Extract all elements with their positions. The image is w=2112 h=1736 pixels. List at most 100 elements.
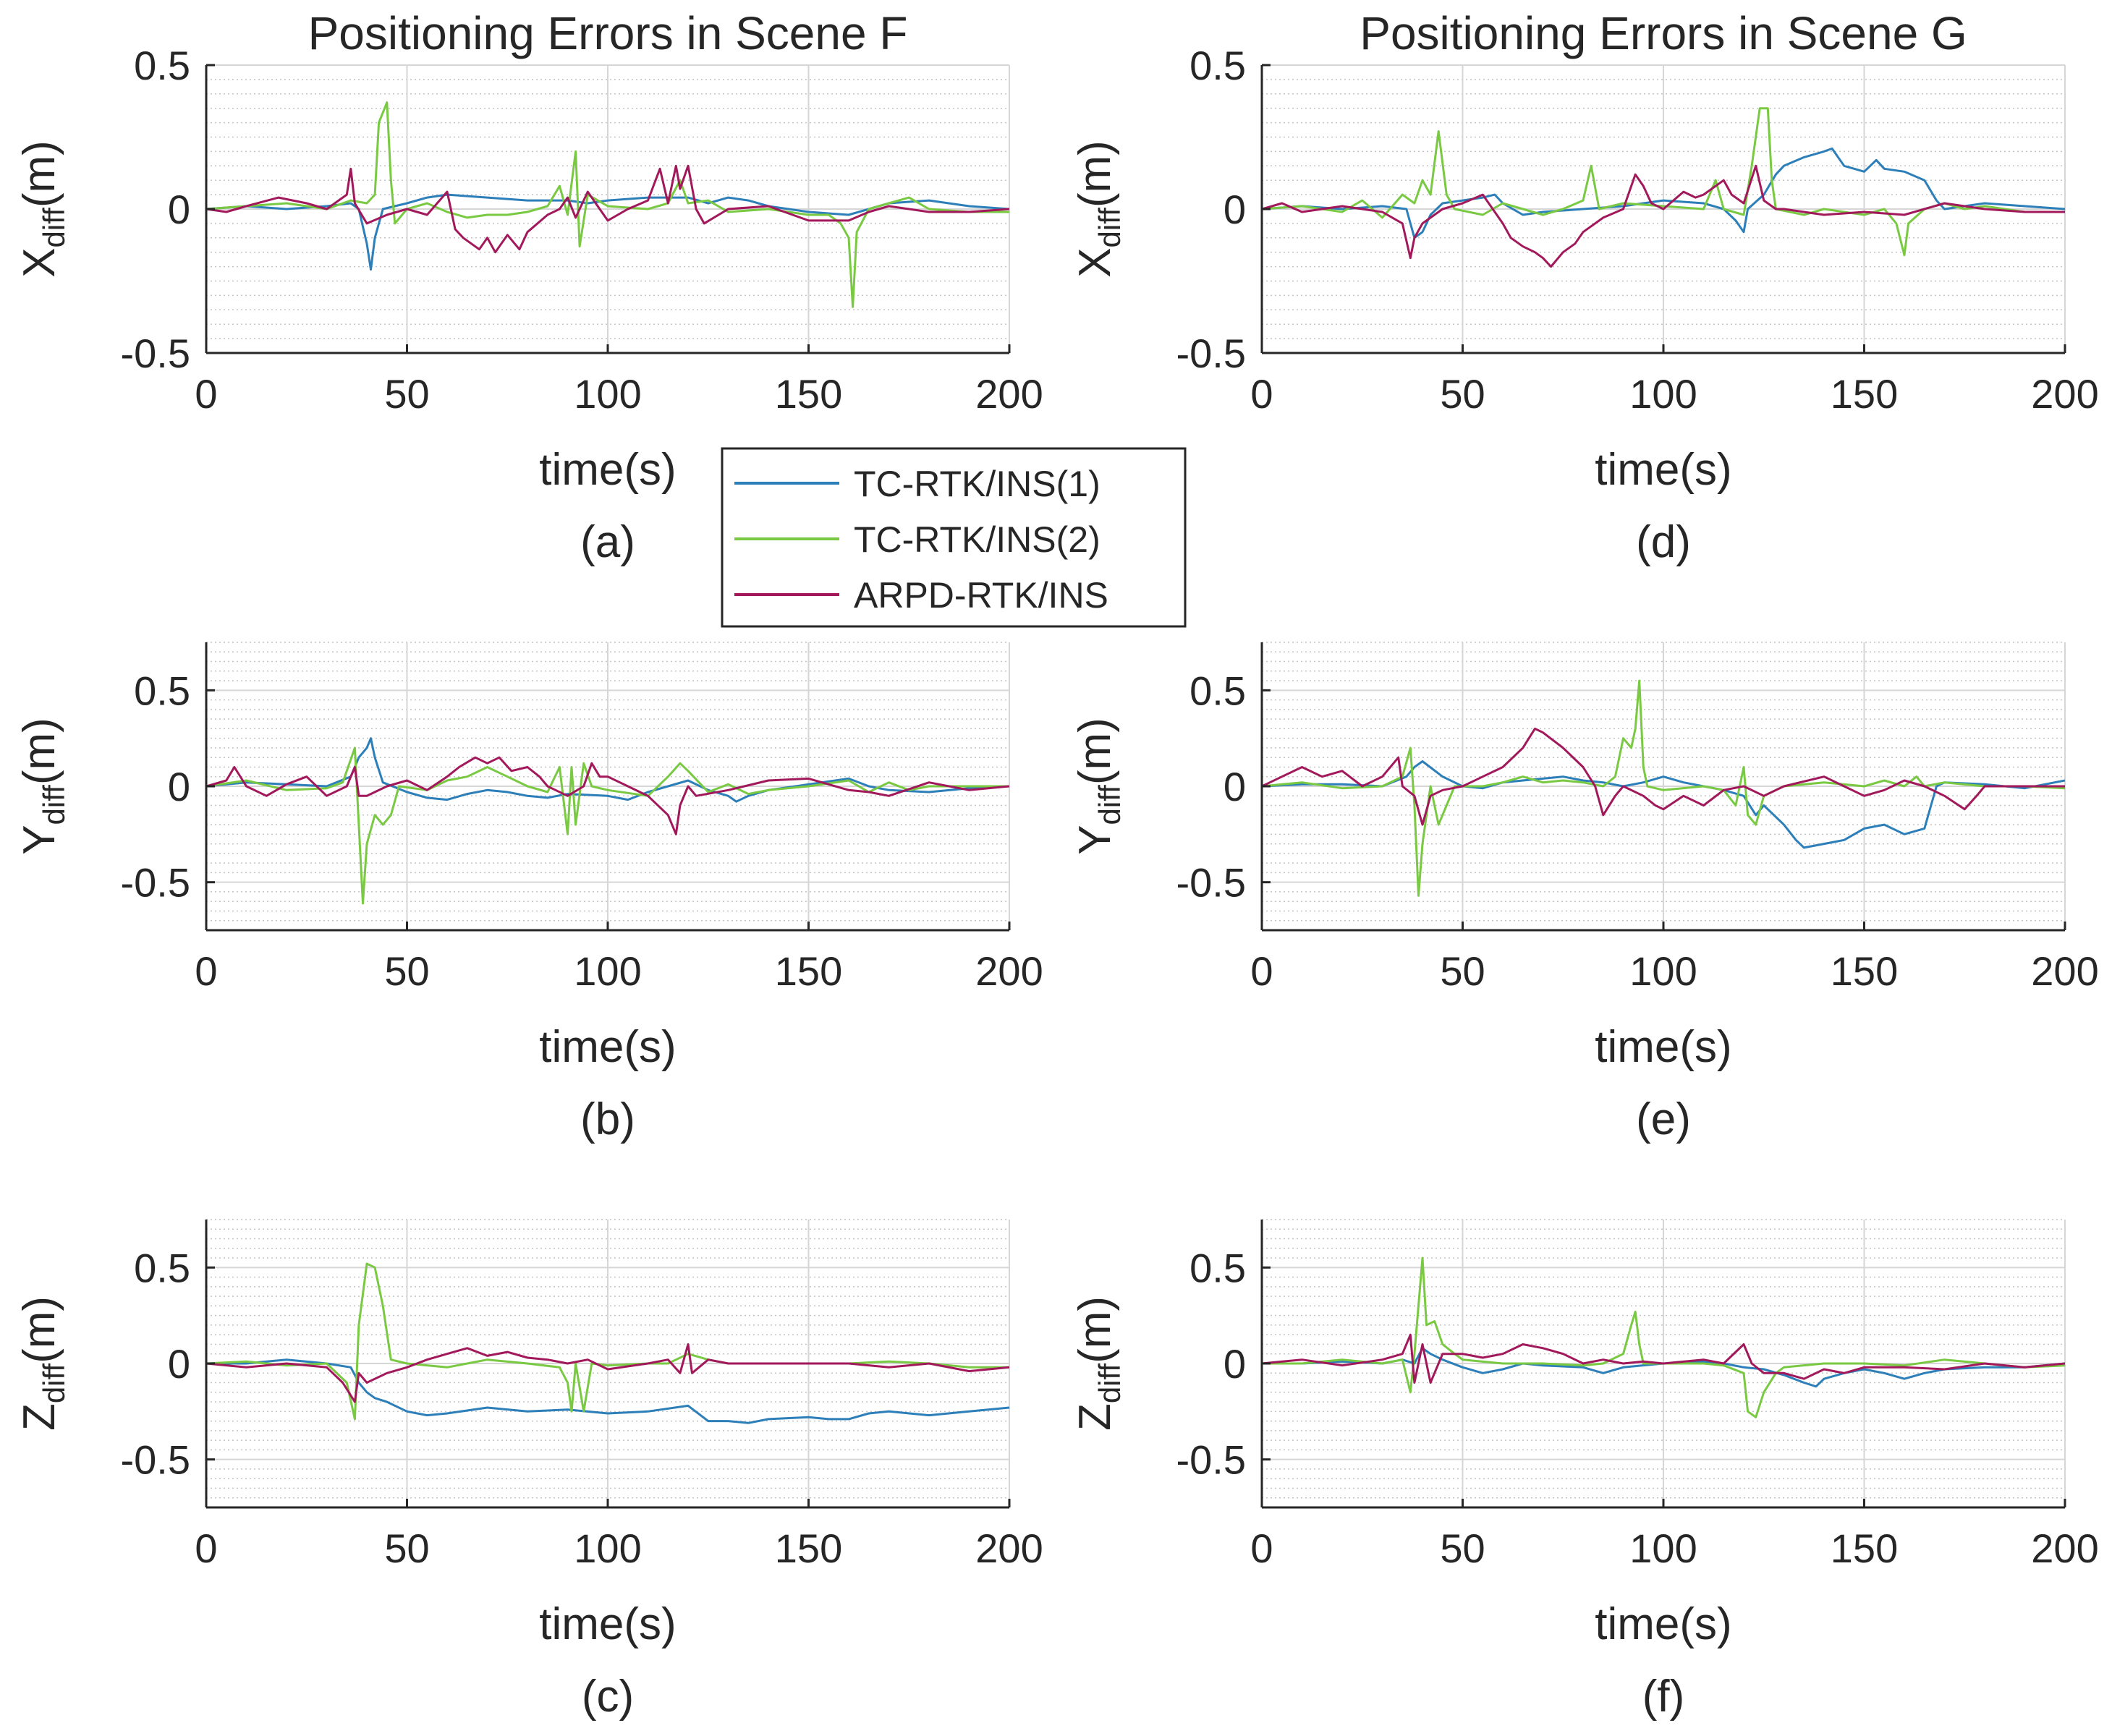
y-tick-label: 0	[168, 1341, 190, 1387]
series-group	[1262, 679, 2065, 897]
y-tick-label: -0.5	[1176, 331, 1247, 376]
x-axis-label: time(s)	[539, 1022, 676, 1072]
chart-title: Positioning Errors in Scene F	[308, 7, 908, 59]
x-tick-label: 100	[574, 948, 641, 994]
x-tick-label: 0	[195, 948, 217, 994]
panel-label: (e)	[1636, 1094, 1691, 1144]
series-group	[1262, 1256, 2065, 1418]
x-axis-label: time(s)	[539, 1599, 676, 1649]
y-tick-label: 0.5	[1189, 668, 1246, 713]
x-tick-label: 50	[1440, 1526, 1485, 1571]
x-tick-label: 0	[1250, 371, 1273, 417]
chart-title: Positioning Errors in Scene G	[1360, 7, 1967, 59]
y-tick-label: -0.5	[1176, 860, 1247, 906]
legend-label-arpd: ARPD-RTK/INS	[854, 575, 1108, 616]
x-tick-label: 200	[2031, 371, 2098, 417]
y-axis-label-main: Y	[1070, 825, 1120, 854]
x-tick-label: 200	[2031, 1526, 2098, 1571]
x-tick-label: 100	[1629, 371, 1697, 417]
y-axis-label: Xdiff(m)	[1070, 140, 1127, 278]
panel-label: (b)	[580, 1094, 635, 1144]
legend-label-tc2: TC-RTK/INS(2)	[854, 519, 1100, 560]
y-tick-label: 0	[1223, 764, 1246, 809]
y-axis-label-subscript: diff	[37, 785, 71, 825]
y-tick-label: -0.5	[121, 331, 191, 376]
panel-label: (f)	[1642, 1672, 1685, 1722]
y-tick-label: 0	[1223, 187, 1246, 232]
y-axis-label-unit: (m)	[14, 718, 64, 785]
series-line-tc-rtk-ins-2	[1262, 107, 2065, 257]
panels-layer: 0 50 100 150 200-0.500.5time(s)(a)Xdiff(m)Po…	[14, 7, 2099, 1722]
series-group	[206, 101, 1009, 308]
series-line-arpd-rtk-ins	[206, 164, 1009, 254]
x-tick-label: 150	[775, 948, 842, 994]
y-axis-label-main: X	[1070, 247, 1120, 277]
x-axis-label: time(s)	[1595, 1599, 1731, 1649]
x-tick-label: 0	[1250, 1526, 1273, 1571]
x-tick-label: 50	[1440, 371, 1485, 417]
y-tick-label: -0.5	[121, 1437, 191, 1483]
y-axis-label-main: Z	[1070, 1403, 1120, 1431]
y-axis-label: Zdiff(m)	[14, 1296, 71, 1431]
series-line-arpd-rtk-ins	[1262, 1333, 2065, 1384]
y-tick-label: -0.5	[1176, 1437, 1247, 1483]
legend-label-tc1: TC-RTK/INS(1)	[854, 464, 1100, 504]
y-axis-label: Ydiff(m)	[14, 718, 71, 855]
y-axis-label-unit: (m)	[1070, 140, 1120, 208]
series-line-tc-rtk-ins-2	[206, 746, 1009, 905]
y-tick-label: 0.5	[134, 668, 190, 713]
x-tick-label: 50	[384, 371, 429, 417]
series-line-arpd-rtk-ins	[206, 756, 1009, 835]
y-tick-label: -0.5	[121, 860, 191, 906]
series-group	[1262, 107, 2065, 268]
y-axis-label-subscript: diff	[37, 1363, 71, 1404]
y-axis-label-subscript: diff	[37, 208, 71, 248]
x-tick-label: 0	[1250, 948, 1273, 994]
panel-a: 0 50 100 150 200-0.500.5time(s)(a)Xdiff(m)Po…	[14, 7, 1043, 567]
y-axis-label-main: X	[14, 247, 64, 277]
x-tick-label: 50	[384, 1526, 429, 1571]
y-axis-label-subscript: diff	[1093, 785, 1127, 825]
x-tick-label: 150	[1831, 1526, 1898, 1571]
x-tick-label: 200	[975, 948, 1043, 994]
y-axis-label-main: Z	[14, 1403, 64, 1431]
series-group	[206, 1262, 1009, 1424]
x-tick-label: 100	[574, 371, 641, 417]
y-axis-label: Xdiff(m)	[14, 140, 71, 278]
y-axis-label-unit: (m)	[1070, 1296, 1120, 1363]
x-axis-label: time(s)	[1595, 445, 1731, 495]
series-line-tc-rtk-ins-1	[1262, 760, 2065, 849]
series-line-arpd-rtk-ins	[1262, 727, 2065, 826]
y-axis-label-unit: (m)	[14, 1296, 64, 1363]
y-tick-label: 0.5	[134, 43, 190, 88]
series-line-tc-rtk-ins-1	[1262, 147, 2065, 239]
x-tick-label: 50	[384, 948, 429, 994]
x-tick-label: 200	[2031, 948, 2098, 994]
series-line-arpd-rtk-ins	[206, 1343, 1009, 1403]
x-tick-label: 0	[195, 1526, 217, 1571]
series-line-tc-rtk-ins-2	[1262, 679, 2065, 897]
x-tick-label: 200	[975, 1526, 1043, 1571]
y-tick-label: 0.5	[134, 1245, 190, 1290]
y-axis-label: Zdiff(m)	[1070, 1296, 1127, 1431]
x-tick-label: 200	[975, 371, 1043, 417]
x-tick-label: 150	[775, 1526, 842, 1571]
y-tick-label: 0	[1223, 1341, 1246, 1387]
y-tick-label: 0.5	[1189, 1245, 1246, 1290]
x-tick-label: 150	[1831, 371, 1898, 417]
x-axis-label: time(s)	[1595, 1022, 1731, 1072]
x-tick-label: 100	[574, 1526, 641, 1571]
panel-label: (d)	[1636, 517, 1691, 567]
x-tick-label: 150	[775, 371, 842, 417]
legend: TC-RTK/INS(1) TC-RTK/INS(2) ARPD-RTK/INS	[721, 447, 1187, 628]
x-tick-label: 150	[1831, 948, 1898, 994]
panel-label: (a)	[580, 517, 635, 567]
y-axis-label-main: Y	[14, 825, 64, 854]
series-line-tc-rtk-ins-1	[206, 737, 1009, 803]
series-line-tc-rtk-ins-2	[206, 101, 1009, 308]
